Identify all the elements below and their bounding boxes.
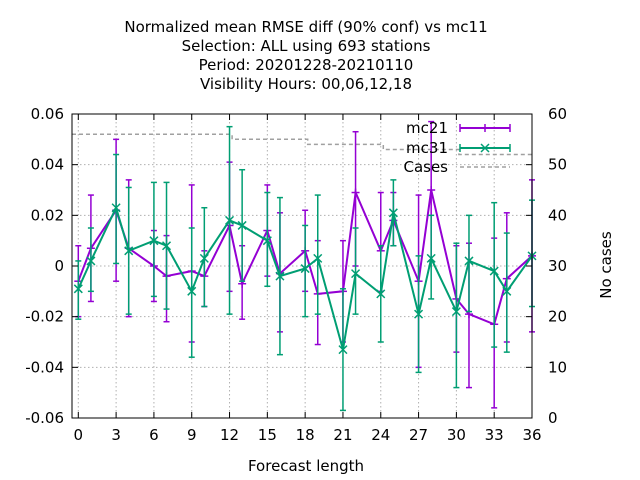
y-tick-label: -0.02 [25, 308, 64, 326]
y2-axis-label: No cases [597, 231, 615, 299]
data-point [149, 236, 159, 246]
data-point [464, 256, 474, 266]
data-point [262, 236, 272, 246]
axis-ticks: 0 3 6 9 12 15 18 21 24 27 30 33 36-0.06-0.04-0.0200.… [25, 105, 567, 444]
x-tick-label: 27 [409, 426, 428, 444]
y-tick-label: -0.04 [25, 358, 64, 376]
marker-stroke [338, 345, 348, 355]
y2-tick-label: 20 [548, 308, 567, 326]
legend-label: mc21 [406, 119, 448, 137]
y-tick-label: 0.02 [31, 206, 64, 224]
marker-stroke [237, 220, 247, 230]
data-point [351, 188, 360, 197]
x-tick-label: 21 [333, 426, 352, 444]
x-tick-label: 6 [149, 426, 159, 444]
data-point [111, 203, 121, 213]
marker-stroke [73, 284, 83, 294]
x-tick-label: 30 [447, 426, 466, 444]
marker-stroke [502, 286, 512, 296]
x-tick-label: 9 [187, 426, 197, 444]
data-point [124, 246, 134, 256]
title-line-2: Selection: ALL using 693 stations [182, 37, 431, 55]
title-line-1: Normalized mean RMSE diff (90% conf) vs … [124, 18, 487, 36]
y2-tick-label: 0 [548, 409, 558, 427]
data-point [161, 241, 172, 251]
data-point [313, 253, 323, 263]
marker-stroke [388, 208, 398, 218]
data-point [388, 208, 398, 218]
data-point [86, 256, 96, 266]
data-point [451, 307, 461, 317]
x-tick-label: 24 [371, 426, 390, 444]
marker-stroke [351, 269, 361, 279]
legend-item-Cases: Cases [403, 158, 510, 176]
data-point [237, 220, 247, 230]
title-line-3: Period: 20201228-20210110 [199, 56, 414, 74]
x-tick-label: 33 [485, 426, 504, 444]
legend-item-mc31: mc31 [406, 139, 511, 157]
x-tick-label: 0 [74, 426, 84, 444]
marker-stroke [464, 256, 474, 266]
x-axis-label: Forecast length [248, 457, 364, 475]
data-point [187, 286, 197, 296]
marker-stroke [187, 286, 197, 296]
y-tick-label: -0.06 [25, 409, 64, 427]
marker-stroke [376, 289, 386, 299]
data-point [338, 345, 348, 355]
data-point [199, 253, 209, 263]
legend-label: Cases [403, 158, 448, 176]
legend-label: mc31 [406, 139, 448, 157]
x-tick-label: 18 [296, 426, 315, 444]
y2-tick-label: 10 [548, 358, 567, 376]
y-tick-label: 0.06 [31, 105, 64, 123]
y-tick-label: 0 [54, 257, 64, 275]
chart-title: Normalized mean RMSE diff (90% conf) vs … [124, 18, 487, 93]
y2-tick-label: 30 [548, 257, 567, 275]
data-point [351, 269, 361, 279]
y-tick-label: 0.04 [31, 156, 64, 174]
data-point [275, 271, 285, 281]
x-tick-label: 15 [258, 426, 277, 444]
marker-stroke [300, 264, 310, 274]
marker-stroke [313, 253, 323, 263]
data-point [376, 289, 386, 299]
marker-stroke [275, 271, 285, 281]
data-point [489, 266, 499, 276]
marker-stroke [111, 203, 121, 213]
x-tick-label: 36 [522, 426, 541, 444]
cases-line [72, 133, 532, 156]
marker-stroke [161, 241, 172, 251]
legend-marker [480, 143, 490, 153]
marker-stroke [414, 309, 424, 319]
data-point [427, 186, 436, 194]
marker-stroke [199, 253, 209, 263]
marker-stroke [86, 256, 96, 266]
y2-tick-label: 60 [548, 105, 567, 123]
marker-stroke [451, 307, 461, 317]
marker-stroke [225, 215, 235, 225]
legend-item-mc21: mc21 [406, 119, 511, 137]
cases-series [72, 133, 532, 156]
marker-stroke [262, 236, 272, 246]
data-point [414, 309, 424, 319]
y2-tick-label: 40 [548, 206, 567, 224]
data-point [300, 264, 310, 274]
data-point [225, 215, 235, 225]
series-mc31 [73, 125, 537, 412]
data-point [426, 253, 436, 263]
y2-tick-label: 50 [548, 156, 567, 174]
marker-stroke [489, 266, 499, 276]
marker-stroke [149, 236, 159, 246]
marker-stroke [124, 246, 134, 256]
data-point [502, 286, 512, 296]
x-tick-label: 12 [220, 426, 239, 444]
title-line-4: Visibility Hours: 00,06,12,18 [200, 75, 412, 93]
x-tick-label: 3 [111, 426, 121, 444]
data-point [73, 284, 83, 294]
marker-stroke [426, 253, 436, 263]
